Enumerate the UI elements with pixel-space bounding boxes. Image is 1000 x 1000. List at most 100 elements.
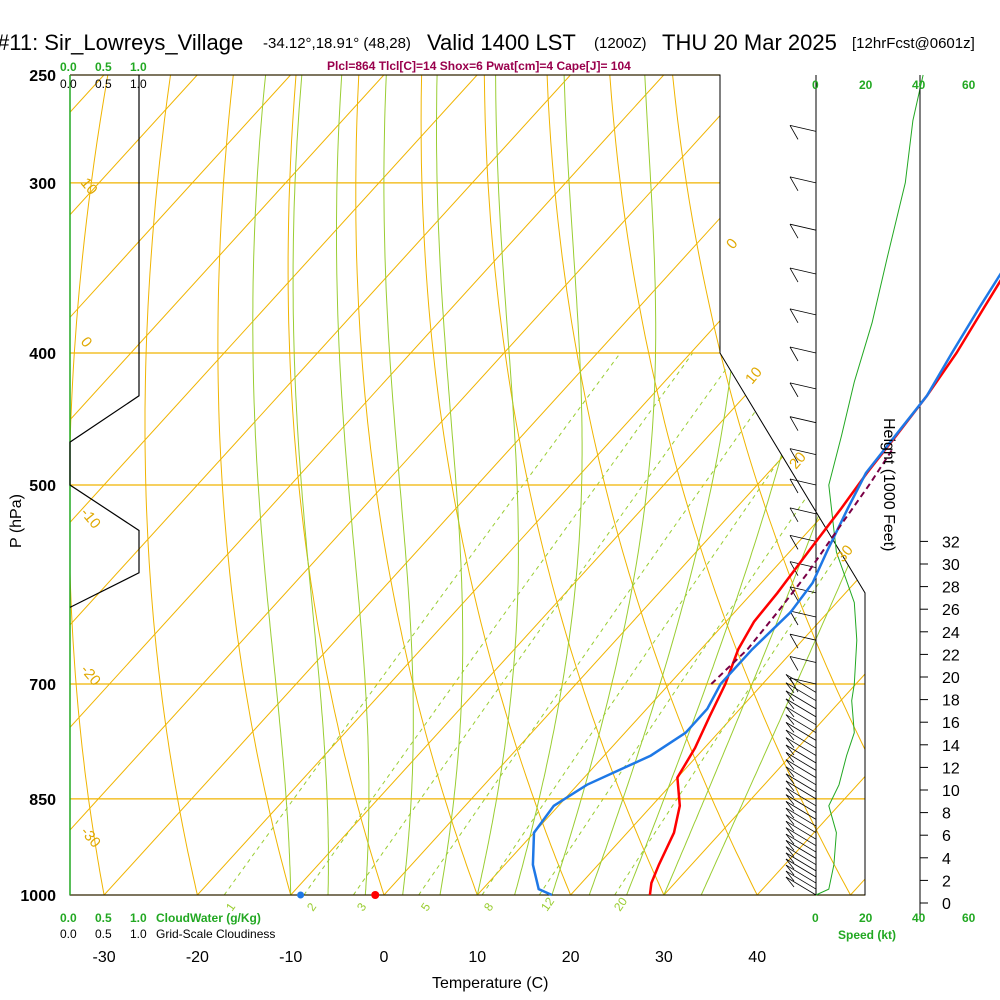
wind-barb-flag bbox=[789, 125, 799, 140]
dry-adiabat-line bbox=[144, 75, 205, 895]
mixing-ratio-line bbox=[352, 352, 738, 895]
dry-adiabat-label: -20 bbox=[77, 662, 104, 690]
wind-barb-flag bbox=[789, 535, 799, 550]
wind-barb-flag bbox=[785, 744, 795, 756]
height-tick-label: 10 bbox=[942, 783, 960, 800]
speed-top-0: 0 bbox=[812, 78, 819, 92]
moist-adiabat-line bbox=[476, 75, 519, 895]
cloudwater-label: CloudWater (g/Kg) bbox=[156, 911, 261, 925]
pressure-tick-label: 700 bbox=[29, 677, 56, 694]
wind-barb-flag bbox=[785, 840, 795, 851]
wind-barb bbox=[785, 858, 817, 878]
wind-barb-flag bbox=[789, 561, 799, 576]
height-axis-label: Height (1000 Feet) bbox=[880, 418, 897, 551]
temperature-tick-label: 10 bbox=[468, 949, 486, 966]
surface-dewpoint-marker bbox=[297, 891, 305, 899]
wind-barb bbox=[785, 737, 817, 756]
wind-barb-flag bbox=[789, 677, 799, 693]
wind-barb bbox=[785, 852, 817, 872]
wind-barb bbox=[785, 690, 817, 710]
dry-adiabat-line bbox=[607, 75, 865, 895]
dry-adiabat-line bbox=[287, 75, 394, 895]
height-tick-label: 28 bbox=[942, 580, 960, 597]
cloudiness-top-0: 0.0 bbox=[60, 77, 77, 91]
station-coords: -34.12°,18.91° (48,28) bbox=[263, 35, 411, 52]
dry-adiabat-line bbox=[855, 75, 865, 895]
wind-barb bbox=[785, 787, 817, 807]
wind-barb bbox=[785, 827, 817, 847]
wind-barb-flag bbox=[785, 766, 795, 778]
wind-barb bbox=[785, 780, 817, 800]
wind-barb-flag bbox=[785, 752, 795, 763]
moist-adiabat-line bbox=[252, 75, 292, 895]
cloudiness-label: Grid-Scale Cloudiness bbox=[156, 927, 275, 941]
wind-barb bbox=[789, 633, 817, 641]
pressure-tick-label: 500 bbox=[29, 478, 56, 495]
wind-barb bbox=[785, 759, 817, 778]
wind-barb-flag bbox=[789, 633, 799, 649]
wind-barb-flag bbox=[785, 737, 795, 748]
wind-barb-flag bbox=[789, 176, 799, 192]
wind-barb-flag bbox=[785, 833, 795, 845]
cloudwater-bottom-05: 0.5 bbox=[95, 911, 112, 925]
wind-barb-flag bbox=[789, 346, 799, 362]
height-tick-label: 18 bbox=[942, 693, 960, 710]
cloudwater-bottom-0: 0.0 bbox=[60, 911, 77, 925]
cloudiness-bottom-1: 1.0 bbox=[130, 927, 147, 941]
wind-barb bbox=[785, 766, 817, 786]
wind-barb bbox=[785, 840, 817, 859]
wind-barb bbox=[789, 448, 817, 456]
wind-barb-flag bbox=[785, 820, 795, 832]
isotherm-line bbox=[70, 75, 198, 895]
mixing-ratio-label: 5 bbox=[418, 900, 433, 914]
height-tick-label: 30 bbox=[942, 557, 960, 574]
wind-barb-flag bbox=[785, 827, 795, 838]
height-tick-label: 20 bbox=[942, 670, 960, 687]
dry-adiabat-line bbox=[70, 75, 113, 895]
height-tick-label: 2 bbox=[942, 873, 951, 890]
height-tick-label: 8 bbox=[942, 806, 951, 823]
wind-barb bbox=[785, 807, 817, 827]
wind-barb bbox=[789, 267, 817, 275]
mixing-ratio-line bbox=[538, 352, 865, 895]
wind-barb bbox=[789, 507, 817, 515]
parcel-curve bbox=[710, 447, 894, 685]
wind-barb-flag bbox=[785, 870, 795, 882]
speed-top-60: 60 bbox=[962, 78, 976, 92]
cloudiness-top-05: 0.5 bbox=[95, 77, 112, 91]
mixing-ratio-line bbox=[418, 352, 798, 895]
isotherm-line bbox=[663, 75, 865, 895]
wind-barb-flag bbox=[785, 814, 795, 825]
dry-adiabat-line bbox=[217, 75, 300, 895]
cloudwater-top-0: 0.0 bbox=[60, 60, 77, 74]
wind-barb-flag bbox=[785, 698, 795, 710]
wind-barb-flag bbox=[785, 801, 795, 812]
wind-barb bbox=[785, 682, 817, 702]
cloudiness-profile bbox=[69, 75, 140, 608]
wind-barb-flag bbox=[785, 773, 795, 785]
wind-barb bbox=[789, 478, 817, 486]
cloudiness-top-1: 1.0 bbox=[130, 77, 147, 91]
dry-adiabat-line bbox=[981, 51, 1000, 924]
cloudwater-top-05: 0.5 bbox=[95, 60, 112, 74]
wind-barb-flag bbox=[785, 846, 795, 857]
wind-barb-flag bbox=[789, 223, 799, 239]
speed-label: Speed (kt) bbox=[838, 928, 896, 942]
temperature-tick-label: -10 bbox=[279, 949, 302, 966]
temperature-tick-label: 30 bbox=[655, 949, 673, 966]
wind-barb-flag bbox=[785, 780, 795, 792]
isotherm-line bbox=[850, 75, 865, 895]
wind-barb bbox=[785, 814, 817, 834]
wind-barb bbox=[789, 346, 817, 354]
wind-barb bbox=[785, 706, 817, 726]
wind-barb bbox=[789, 308, 817, 316]
pressure-tick-label: 1000 bbox=[20, 888, 56, 905]
wind-barb bbox=[785, 722, 817, 741]
wind-barb-flag bbox=[785, 722, 795, 733]
moist-adiabat-line bbox=[551, 75, 657, 895]
temperature-tick-label: 40 bbox=[748, 949, 766, 966]
curves-layer bbox=[297, 272, 1000, 899]
wind-barb-flag bbox=[785, 729, 795, 741]
temperature-tick-label: -20 bbox=[186, 949, 209, 966]
wind-barb bbox=[785, 794, 817, 813]
